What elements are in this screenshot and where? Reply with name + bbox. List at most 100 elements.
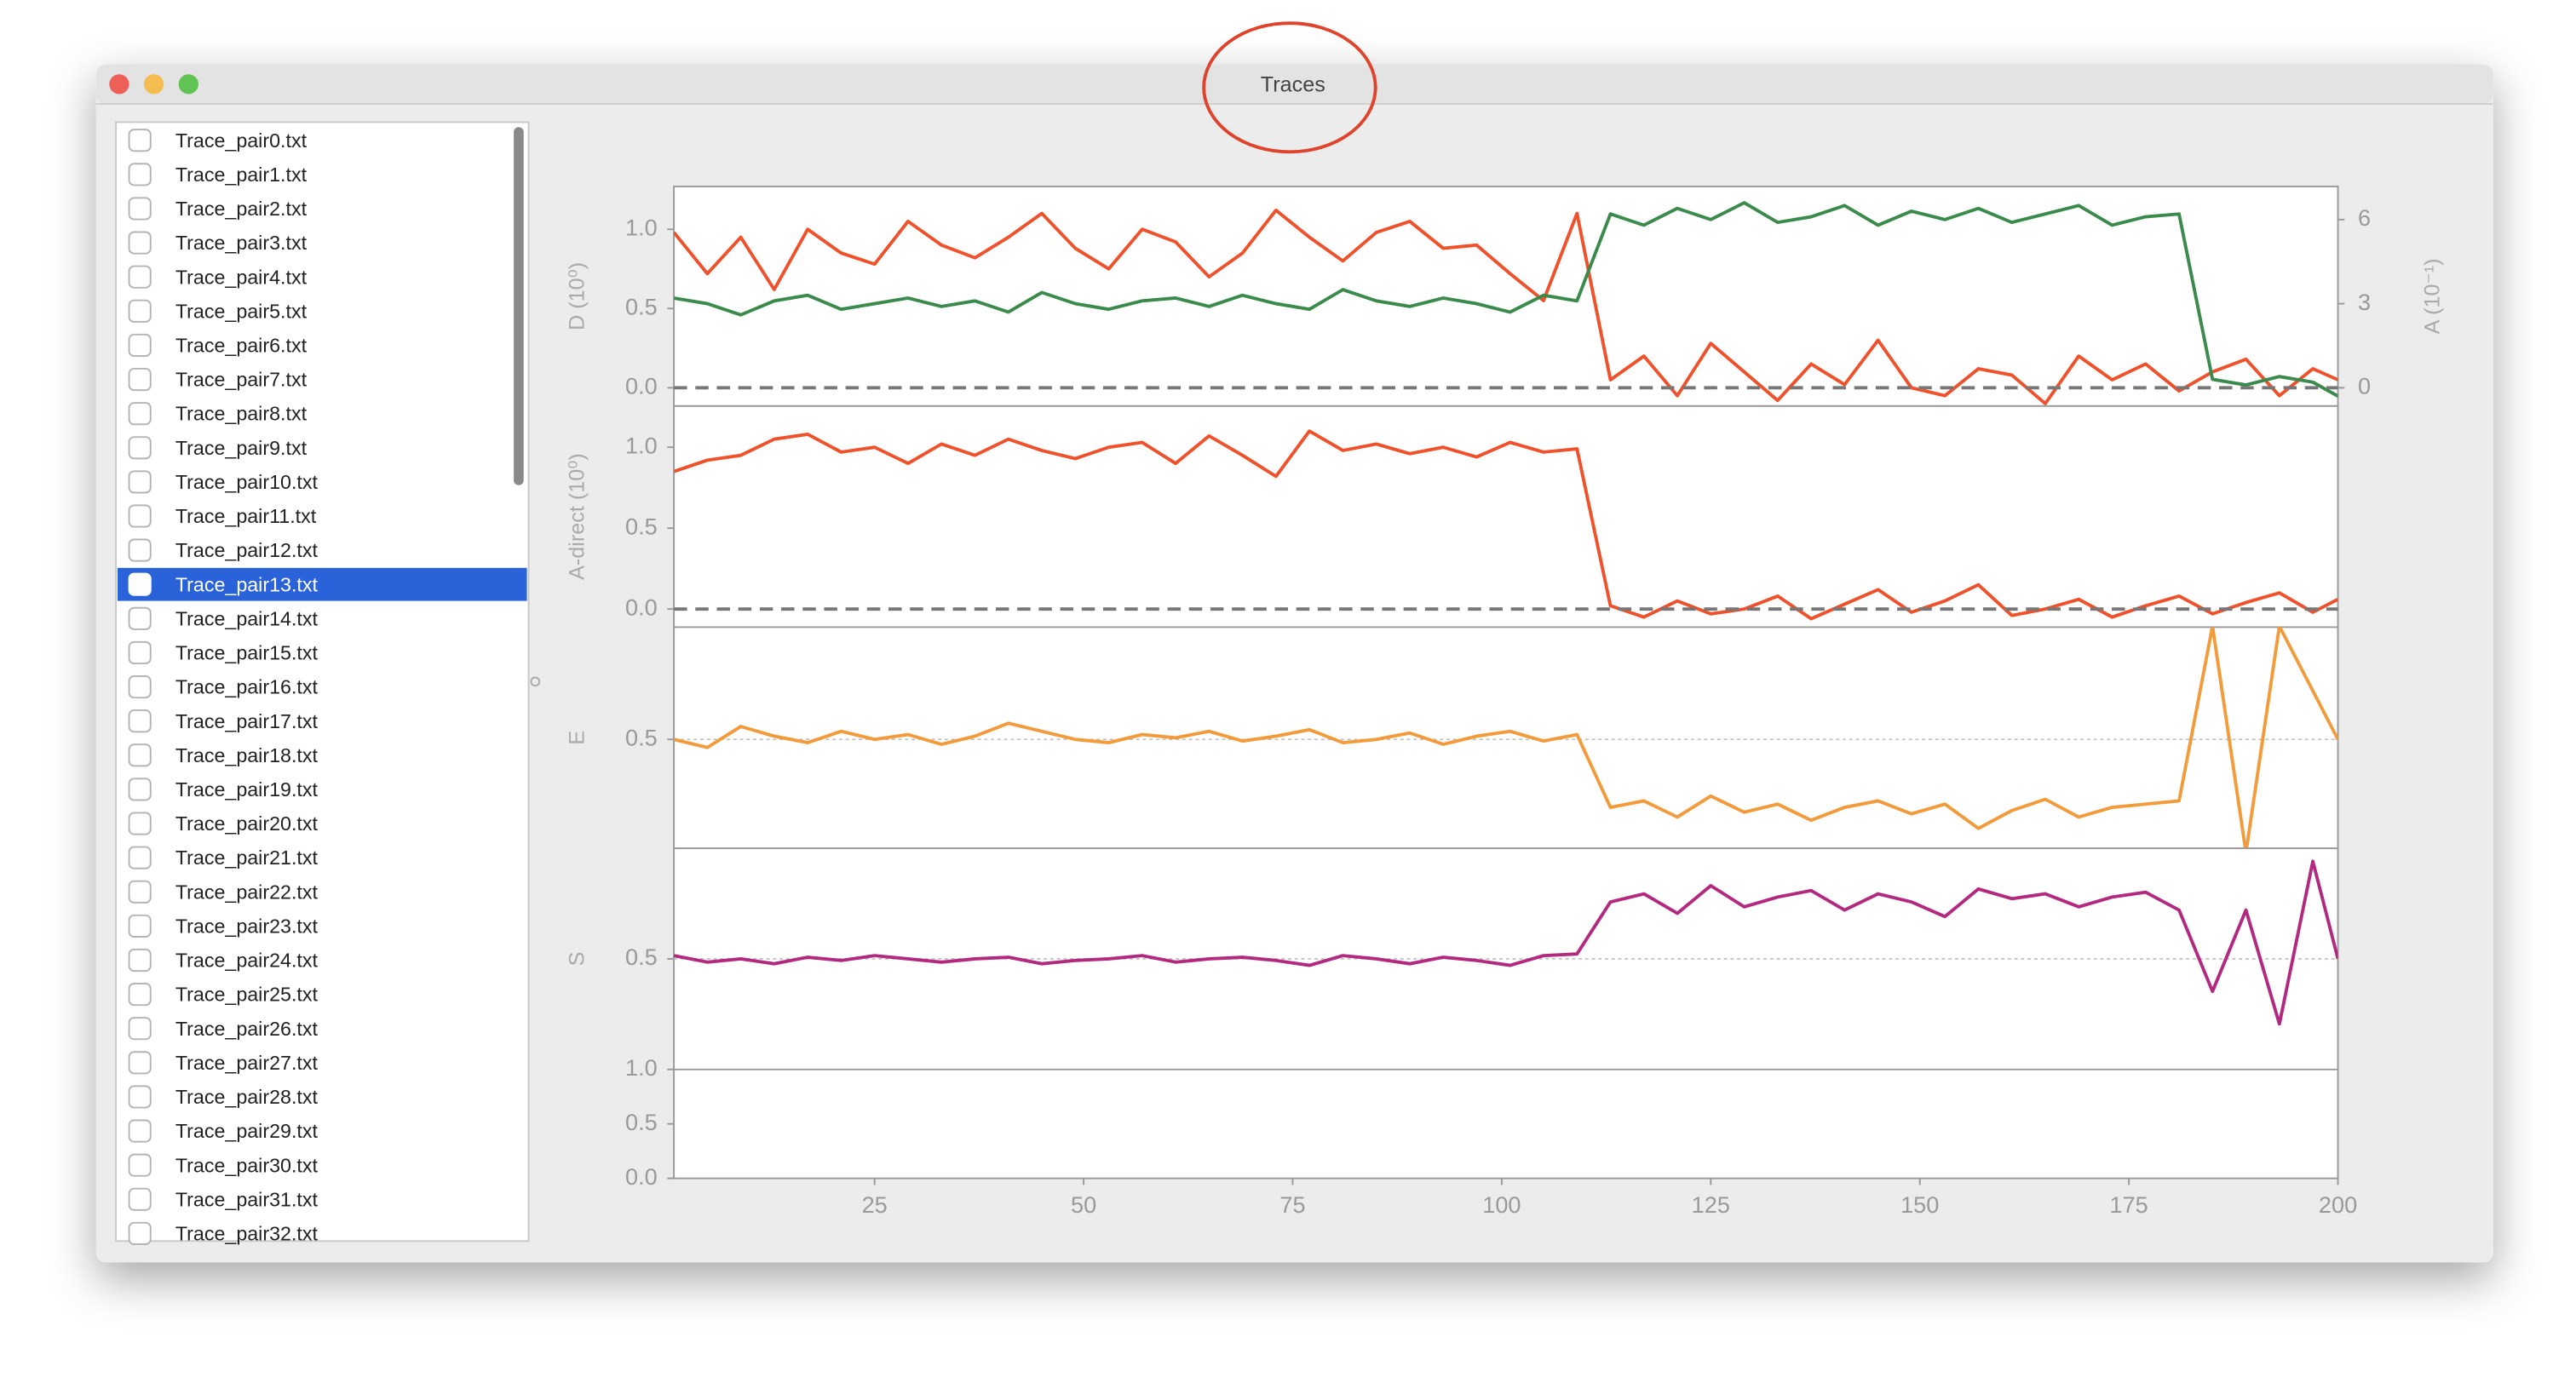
y-axis-label: S [565, 952, 589, 967]
file-name[interactable]: Trace_pair3.txt [175, 232, 308, 254]
checkbox[interactable] [128, 1187, 152, 1211]
file-name[interactable]: Trace_pair10.txt [175, 471, 319, 493]
file-items: Trace_pair0.txt Trace_pair1.txt Trace_pair… [117, 129, 527, 1245]
y-tick-label: 0.0 [625, 1163, 658, 1190]
y2-tick-label: 0 [2358, 373, 2371, 399]
file-name[interactable]: Trace_pair15.txt [175, 642, 319, 664]
x-tick-label: 100 [1482, 1191, 1521, 1218]
checkbox[interactable] [128, 880, 152, 904]
checkbox[interactable] [128, 778, 152, 801]
trace-line [674, 208, 2338, 405]
checkbox[interactable] [128, 709, 152, 733]
y-tick-label: 1.0 [625, 214, 658, 240]
file-name[interactable]: Trace_pair29.txt [175, 1120, 319, 1142]
checkbox[interactable] [128, 1153, 152, 1177]
file-name[interactable]: Trace_pair20.txt [175, 812, 319, 835]
file-name[interactable]: Trace_pair8.txt [175, 403, 308, 425]
file-name[interactable]: Trace_pair13.txt [175, 573, 319, 595]
checkbox[interactable] [128, 402, 152, 426]
checkbox[interactable] [128, 1221, 152, 1245]
checkbox[interactable] [128, 572, 152, 596]
y2-tick-label: 6 [2358, 204, 2371, 231]
file-name[interactable]: Trace_pair23.txt [175, 915, 319, 937]
file-name[interactable]: Trace_pair5.txt [175, 300, 308, 322]
x-tick-label: 75 [1279, 1191, 1305, 1218]
y-tick-label: 1.0 [625, 1054, 658, 1081]
file-name[interactable]: Trace_pair22.txt [175, 881, 319, 903]
trace-line [674, 859, 2338, 1026]
splitter[interactable] [530, 676, 541, 687]
checkbox[interactable] [128, 265, 152, 289]
y-tick-label: 0.0 [625, 373, 658, 399]
file-name[interactable]: Trace_pair17.txt [175, 710, 319, 732]
y-tick-label: 0.0 [625, 594, 658, 620]
checkbox[interactable] [128, 606, 152, 630]
checkbox[interactable] [128, 948, 152, 973]
selected-row[interactable] [117, 567, 527, 601]
file-name[interactable]: Trace_pair1.txt [175, 164, 308, 186]
checkbox[interactable] [128, 197, 152, 221]
minimize-button[interactable] [144, 74, 164, 95]
file-name[interactable]: Trace_pair25.txt [175, 984, 319, 1006]
file-name[interactable]: Trace_pair0.txt [175, 129, 308, 152]
x-tick-label: 200 [2319, 1191, 2357, 1218]
checkbox[interactable] [128, 675, 152, 699]
y-axis-label: A-direct (10⁰) [565, 453, 589, 580]
trace-line [674, 429, 2338, 621]
checkbox[interactable] [128, 231, 152, 255]
file-name[interactable]: Trace_pair2.txt [175, 198, 308, 220]
file-name[interactable]: Trace_pair32.txt [175, 1223, 319, 1245]
checkbox[interactable] [128, 538, 152, 562]
file-name[interactable]: Trace_pair12.txt [175, 539, 319, 561]
checkbox[interactable] [128, 743, 152, 767]
file-name[interactable]: Trace_pair21.txt [175, 846, 319, 869]
file-name[interactable]: Trace_pair24.txt [175, 950, 319, 972]
checkbox[interactable] [128, 436, 152, 460]
checkbox[interactable] [128, 812, 152, 835]
file-name[interactable]: Trace_pair19.txt [175, 778, 319, 801]
checkbox[interactable] [128, 470, 152, 494]
checkbox[interactable] [128, 1085, 152, 1109]
checkbox[interactable] [128, 1017, 152, 1041]
checkbox[interactable] [128, 504, 152, 528]
checkbox[interactable] [128, 914, 152, 938]
file-name[interactable]: Trace_pair9.txt [175, 437, 308, 459]
file-name[interactable]: Trace_pair11.txt [175, 505, 317, 527]
plot-area [673, 186, 2339, 1179]
y-axis-label: D (10⁰) [565, 262, 589, 330]
file-name[interactable]: Trace_pair16.txt [175, 676, 319, 698]
trace-line [674, 627, 2338, 849]
checkbox[interactable] [128, 1119, 152, 1143]
checkbox[interactable] [128, 1051, 152, 1075]
checkbox[interactable] [128, 846, 152, 869]
y2-tick-label: 3 [2358, 289, 2371, 315]
checkbox[interactable] [128, 367, 152, 392]
scrollbar[interactable] [514, 127, 524, 485]
file-name[interactable]: Trace_pair6.txt [175, 334, 308, 356]
checkbox[interactable] [128, 163, 152, 187]
close-button[interactable] [109, 74, 129, 95]
x-tick-label: 25 [862, 1191, 888, 1218]
file-name[interactable]: Trace_pair26.txt [175, 1018, 319, 1040]
file-name[interactable]: Trace_pair14.txt [175, 607, 319, 629]
file-name[interactable]: Trace_pair4.txt [175, 266, 308, 288]
plots: 0.0 0.5 1.0 0 3 6 D (10⁰) A (10⁻¹) 0.0 0.5 1.0 A-di… [565, 201, 2445, 1218]
y-tick-label: 0.5 [625, 1109, 658, 1135]
checkbox[interactable] [128, 299, 152, 323]
checkbox[interactable] [128, 983, 152, 1007]
y2-axis-label: A (10⁻¹) [2421, 258, 2445, 334]
file-name[interactable]: Trace_pair28.txt [175, 1086, 319, 1108]
trace-line [674, 201, 2338, 398]
file-name[interactable]: Trace_pair7.txt [175, 369, 308, 391]
file-list[interactable] [115, 121, 530, 1242]
file-name[interactable]: Trace_pair27.txt [175, 1052, 319, 1074]
checkbox[interactable] [128, 129, 152, 152]
checkbox[interactable] [128, 333, 152, 357]
file-name[interactable]: Trace_pair31.txt [175, 1188, 319, 1210]
checkbox[interactable] [128, 640, 152, 665]
y-tick-label: 0.5 [625, 724, 658, 750]
zoom-button[interactable] [178, 74, 198, 95]
file-name[interactable]: Trace_pair18.txt [175, 744, 319, 766]
file-name[interactable]: Trace_pair30.txt [175, 1154, 319, 1176]
